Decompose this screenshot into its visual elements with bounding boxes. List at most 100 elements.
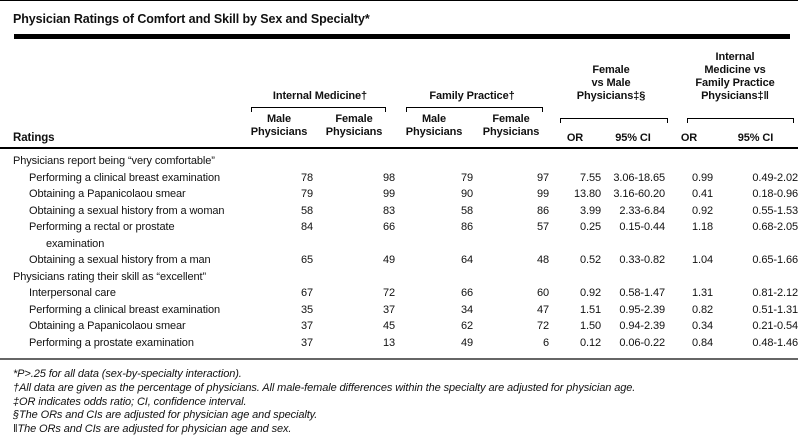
- cell-value: 48: [536, 254, 549, 266]
- cell-value: [395, 150, 473, 170]
- data-row: Performing a clinical breast examination…: [0, 170, 798, 187]
- cell-value: 0.92: [691, 204, 713, 217]
- cell-value: 0.25: [579, 221, 601, 233]
- data-row: Obtaining a Papanicolaou smear 79 99 90 99 13…: [0, 186, 798, 203]
- cell-value: 60: [536, 287, 549, 299]
- cell-value: [245, 269, 313, 286]
- data-row: Performing a prostate examination 37 13 49 6…: [0, 335, 798, 352]
- footnote: §The ORs and CIs are adjusted for physic…: [13, 409, 318, 422]
- cell-value: 0.95-2.39: [619, 303, 665, 316]
- footnote: †All data are given as the percentage of…: [13, 381, 636, 394]
- cell-value: 72: [382, 287, 395, 299]
- cell-value: 99: [536, 188, 549, 200]
- footnote: *P>.25 for all data (sex-by-specialty in…: [13, 368, 242, 380]
- cell-value: 47: [536, 303, 549, 316]
- cell-value: 6: [542, 336, 549, 349]
- row-label: Performing a rectal or prostate examinat…: [29, 221, 175, 250]
- cell-value: [665, 269, 713, 286]
- cell-value: 7.55: [579, 171, 601, 184]
- cell-value: 1.51: [579, 303, 601, 316]
- row-label: Obtaining a sexual history from a woman: [29, 204, 225, 217]
- cell-value: 79: [300, 188, 313, 200]
- cell-value: 37: [382, 303, 395, 316]
- cell-value: 0.34: [691, 320, 713, 332]
- cell-value: [313, 150, 395, 170]
- column-header-fp-female: Female Physicians: [482, 113, 540, 138]
- footnotes: *P>.25 for all data (sex-by-specialty in…: [0, 360, 798, 437]
- ratings-table: Physicians report being “very comfortabl…: [0, 150, 798, 351]
- column-header-im-female: Female Physicians: [325, 113, 383, 138]
- cell-value: 86: [536, 204, 549, 217]
- cell-value: 0.92: [579, 287, 601, 299]
- cell-value: 0.33-0.82: [619, 254, 665, 266]
- cell-value: 62: [460, 320, 473, 332]
- column-header-fvm-ci: 95% CI: [615, 132, 651, 144]
- cell-value: [601, 150, 665, 170]
- data-row: Obtaining a sexual history from a woman 5…: [0, 203, 798, 220]
- cell-value: 2.33-6.84: [619, 204, 665, 217]
- table-title: Physician Ratings of Comfort and Skill b…: [13, 12, 370, 26]
- cell-value: 0.49-2.02: [752, 171, 798, 184]
- cell-value: 0.21-0.54: [752, 320, 798, 332]
- group-bracket: [251, 107, 386, 112]
- row-label: Performing a prostate examination: [29, 336, 194, 349]
- cell-value: 1.04: [691, 254, 713, 266]
- cell-value: 98: [382, 171, 395, 184]
- cell-value: [665, 150, 713, 170]
- data-row: Obtaining a sexual history from a man 65 4…: [0, 252, 798, 269]
- data-row: Performing a rectal or prostate examinat…: [0, 219, 798, 252]
- data-row: Performing a clinical breast examination…: [0, 302, 798, 319]
- row-label: Physicians report being “very comfortabl…: [13, 155, 215, 167]
- cell-value: 99: [382, 188, 395, 200]
- cell-value: 3.06-18.65: [613, 171, 665, 184]
- section-row: Physicians rating their skill as “excell…: [0, 269, 798, 286]
- cell-value: [713, 150, 798, 170]
- cell-value: 0.94-2.39: [619, 320, 665, 332]
- cell-value: 86: [460, 221, 473, 233]
- group-header-family-practice: Family Practice†: [429, 90, 515, 102]
- cell-value: 0.52: [579, 254, 601, 266]
- cell-value: 3.16-60.20: [613, 188, 665, 200]
- group-bracket: [687, 118, 794, 123]
- cell-value: 45: [382, 320, 395, 332]
- row-label: Performing a clinical breast examination: [29, 171, 221, 184]
- cell-value: 37: [300, 336, 313, 349]
- table-header: Ratings Internal Medicine† Male Physicia…: [0, 39, 798, 149]
- table-bottom-rule: [0, 358, 798, 360]
- column-header-fp-male: Male Physicians: [405, 113, 463, 138]
- cell-value: 79: [460, 171, 473, 184]
- group-header-im-vs-fp: Internal Medicine vs Family Practice Phy…: [695, 51, 775, 102]
- row-label: Obtaining a sexual history from a man: [29, 254, 211, 266]
- row-label: Interpersonal care: [29, 287, 116, 299]
- cell-value: 90: [460, 188, 473, 200]
- footnote: ‖The ORs and CIs are adjusted for physic…: [13, 423, 292, 436]
- cell-value: 65: [300, 254, 313, 266]
- cell-value: 0.84: [691, 336, 713, 349]
- cell-value: 49: [460, 336, 473, 349]
- cell-value: [395, 269, 473, 286]
- cell-value: 64: [460, 254, 473, 266]
- cell-value: 78: [300, 171, 313, 184]
- cell-value: 13.80: [573, 188, 601, 200]
- cell-value: 1.31: [691, 287, 713, 299]
- row-label: Performing a clinical breast examination: [29, 303, 221, 316]
- column-header-imfp-ci: 95% CI: [737, 132, 774, 144]
- cell-value: 0.18-0.96: [752, 188, 798, 200]
- group-bracket: [406, 107, 543, 112]
- title-rule: [14, 34, 790, 39]
- ratings-column-header: Ratings: [13, 132, 55, 144]
- cell-value: 84: [300, 221, 313, 233]
- cell-value: 97: [536, 171, 549, 184]
- cell-value: [473, 150, 549, 170]
- cell-value: 67: [300, 287, 313, 299]
- column-header-im-male: Male Physicians: [250, 113, 308, 138]
- cell-value: 13: [382, 336, 395, 349]
- data-row: Obtaining a Papanicolaou smear 37 45 62 72 1.…: [0, 318, 798, 335]
- cell-value: 0.48-1.46: [752, 336, 798, 349]
- cell-value: 3.99: [579, 204, 601, 217]
- cell-value: 0.12: [579, 336, 601, 349]
- cell-value: 83: [382, 204, 395, 217]
- cell-value: 58: [300, 204, 313, 217]
- cell-value: 0.51-1.31: [752, 303, 798, 316]
